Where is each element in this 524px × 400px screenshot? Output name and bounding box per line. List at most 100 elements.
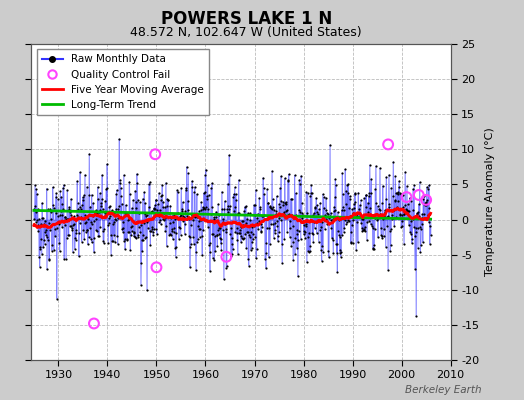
Point: [43, 234, 51, 240]
Point: [296, 177, 304, 183]
Point: [342, 220, 351, 227]
Point: [408, 240, 416, 246]
Point: [348, 206, 356, 213]
Point: [105, 204, 114, 210]
Point: [359, 216, 367, 222]
Point: [386, 248, 395, 254]
Point: [378, 234, 386, 241]
Point: [77, 206, 85, 212]
Point: [342, 188, 350, 195]
Point: [191, 214, 200, 220]
Point: [390, 198, 399, 204]
Point: [174, 236, 183, 242]
Point: [139, 232, 148, 239]
Point: [304, 248, 312, 254]
Point: [377, 225, 385, 231]
Point: [260, 191, 268, 198]
Point: [103, 161, 111, 167]
Point: [155, 219, 163, 225]
Point: [72, 227, 81, 233]
Point: [307, 193, 315, 199]
Point: [303, 259, 311, 265]
Point: [352, 247, 361, 254]
Point: [114, 241, 122, 247]
Point: [403, 207, 412, 214]
Point: [151, 196, 160, 203]
Text: Berkeley Earth: Berkeley Earth: [406, 385, 482, 395]
Point: [135, 210, 144, 216]
Point: [111, 216, 119, 222]
Point: [139, 219, 148, 226]
Point: [353, 210, 362, 216]
Point: [63, 216, 72, 223]
Point: [340, 229, 348, 235]
Point: [122, 210, 130, 216]
Point: [394, 198, 402, 204]
Point: [230, 191, 238, 198]
Point: [372, 200, 380, 206]
Point: [54, 221, 63, 227]
Point: [178, 207, 186, 214]
Point: [170, 229, 179, 235]
Point: [263, 186, 271, 192]
Point: [161, 228, 170, 234]
Point: [46, 226, 54, 233]
Point: [84, 241, 92, 247]
Point: [127, 232, 135, 238]
Point: [356, 214, 365, 220]
Point: [66, 206, 74, 212]
Point: [366, 204, 374, 211]
Point: [288, 212, 296, 218]
Point: [272, 193, 281, 199]
Point: [244, 256, 253, 263]
Point: [310, 219, 319, 225]
Point: [364, 209, 372, 215]
Point: [38, 215, 47, 221]
Point: [147, 228, 155, 234]
Point: [71, 246, 79, 252]
Point: [91, 210, 100, 216]
Point: [351, 190, 359, 196]
Point: [400, 241, 408, 248]
Point: [346, 196, 354, 202]
Point: [188, 178, 196, 184]
Point: [168, 212, 176, 219]
Point: [261, 250, 270, 256]
Point: [95, 207, 104, 213]
Point: [162, 179, 170, 186]
Point: [326, 217, 335, 223]
Point: [199, 204, 207, 210]
Point: [118, 226, 126, 232]
Point: [290, 172, 299, 179]
Point: [414, 192, 423, 198]
Point: [144, 217, 152, 224]
Point: [359, 226, 368, 232]
Point: [298, 215, 307, 221]
Point: [143, 287, 151, 293]
Point: [208, 204, 216, 210]
Point: [233, 225, 241, 231]
Point: [86, 225, 94, 232]
Point: [349, 217, 357, 224]
Point: [148, 226, 156, 232]
Point: [233, 236, 242, 243]
Point: [399, 204, 408, 210]
Point: [94, 232, 103, 239]
Point: [193, 239, 202, 245]
Point: [275, 229, 283, 236]
Point: [308, 231, 316, 238]
Point: [174, 214, 183, 221]
Point: [121, 246, 129, 252]
Point: [418, 221, 426, 227]
Point: [48, 248, 56, 254]
Point: [107, 238, 116, 244]
Point: [314, 239, 323, 245]
Point: [270, 230, 279, 236]
Point: [263, 224, 271, 231]
Point: [41, 226, 50, 233]
Point: [31, 182, 39, 188]
Point: [259, 184, 268, 191]
Point: [104, 215, 113, 221]
Point: [166, 231, 174, 238]
Point: [281, 208, 290, 215]
